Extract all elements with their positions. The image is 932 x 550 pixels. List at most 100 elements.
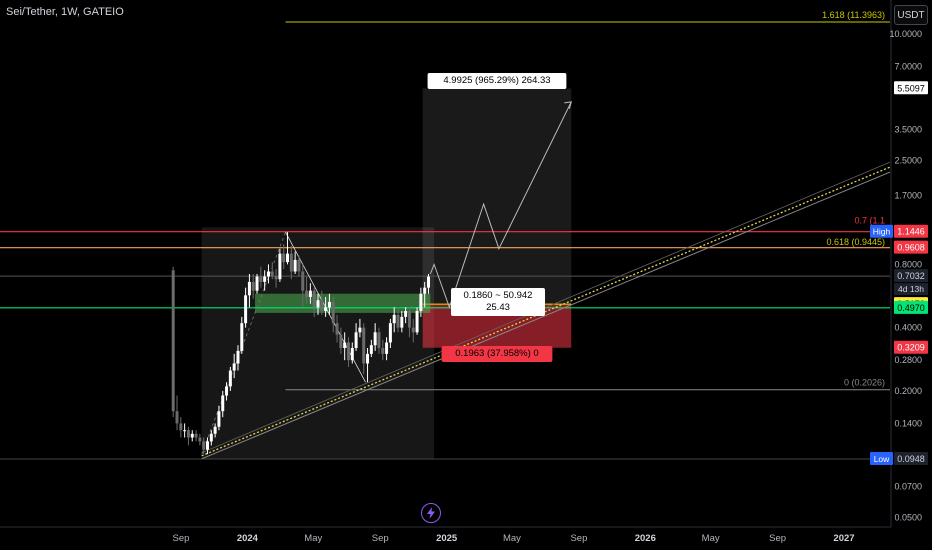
candle: [385, 337, 389, 361]
candle-body: [343, 342, 347, 348]
candle: [426, 273, 430, 294]
price-label: 0.9608: [894, 240, 928, 254]
candle-body: [209, 433, 213, 442]
candle: [423, 281, 427, 308]
candle: [171, 266, 175, 418]
candle-body: [419, 293, 423, 311]
price-label-text: 0.0948: [897, 454, 925, 464]
candle: [259, 266, 263, 288]
price-label-bg: [894, 224, 928, 238]
candle: [369, 339, 373, 357]
candle: [327, 293, 331, 315]
candle: [411, 318, 415, 343]
x-tick-label: Sep: [570, 533, 587, 544]
currency-badge[interactable]: USDT: [894, 5, 928, 25]
candle-body: [186, 430, 190, 438]
candle-body: [263, 276, 267, 282]
candle: [221, 390, 225, 418]
candle: [240, 316, 244, 354]
fib-label: 0.7 (1.1: [854, 215, 885, 225]
candle: [198, 433, 202, 446]
fib-label: 1.618 (11.3963): [822, 10, 885, 20]
price-label-text: 0.4970: [897, 303, 925, 313]
y-tick-label: 0.4000: [894, 323, 922, 333]
candle: [381, 339, 385, 361]
candle-body: [335, 323, 339, 335]
candle: [350, 342, 354, 364]
candle: [186, 426, 190, 446]
candle: [202, 437, 206, 455]
candle: [335, 314, 339, 343]
candle-body: [270, 271, 274, 277]
candle-body: [308, 290, 312, 297]
candle: [407, 307, 411, 338]
price-label-text: 0.3209: [897, 343, 925, 353]
candle: [236, 345, 240, 371]
candle-body: [400, 316, 404, 328]
ratio-label-text: 0.1860 ~ 50.942: [464, 290, 533, 301]
price-label: 0.0948 Low: [870, 452, 928, 466]
x-tick-label: May: [702, 533, 720, 544]
candle-body: [251, 281, 255, 291]
symbol-title: Sei/Tether, 1W, GATEIO: [6, 6, 124, 18]
stop-label: 0.1963 (37.958%) 0: [441, 346, 553, 362]
candle-body: [289, 253, 293, 272]
candle: [225, 382, 229, 401]
candle: [232, 353, 236, 379]
candle-body: [312, 290, 316, 308]
candle: [312, 287, 316, 317]
candle-body: [388, 323, 392, 343]
lightning-bolt-icon[interactable]: [421, 503, 441, 523]
x-tick-label: Sep: [372, 533, 389, 544]
candle: [194, 430, 198, 442]
candle-body: [350, 347, 354, 361]
candlestick-series: [171, 232, 430, 455]
candle-body: [175, 411, 179, 424]
candle: [392, 307, 396, 333]
candle: [247, 273, 251, 308]
candle: [415, 307, 419, 335]
price-label-sub-bg: [894, 283, 928, 296]
candle-body: [327, 301, 331, 308]
candle-body: [274, 276, 278, 280]
x-tick-label: May: [304, 533, 322, 544]
candle-body: [369, 345, 373, 354]
y-tick-label: 0.2000: [894, 386, 922, 396]
y-tick-label: 7.0000: [894, 61, 922, 71]
candle-body: [320, 300, 324, 311]
candle-body: [213, 426, 217, 434]
candle: [270, 262, 274, 280]
price-label-bg: [894, 240, 928, 254]
candle: [377, 327, 381, 354]
x-tick-label: May: [503, 533, 521, 544]
candle: [388, 318, 392, 348]
candle: [301, 264, 305, 308]
candle-body: [190, 433, 194, 438]
ratio-label-bg: [451, 288, 545, 316]
candle: [320, 290, 324, 315]
candle-body: [202, 441, 206, 450]
price-tag-bg: [870, 224, 893, 238]
stop-label-text: 0.1963 (37.958%) 0: [455, 348, 538, 359]
x-tick-label: Sep: [769, 533, 786, 544]
target-label-text: 4.9925 (965.29%) 264.33: [443, 75, 550, 86]
candle: [331, 296, 335, 333]
candle-body: [324, 307, 328, 311]
candle: [339, 327, 343, 354]
price-label-text: 0.9608: [897, 243, 925, 253]
candle-body: [293, 259, 297, 272]
candle-body: [346, 342, 350, 361]
fib-label: 0 (0.2026): [844, 378, 885, 388]
candle-body: [316, 300, 320, 308]
projection-path: [429, 101, 572, 309]
x-tick-label: 2024: [237, 533, 259, 544]
candle-body: [266, 271, 270, 277]
price-tag-text: Low: [874, 454, 890, 464]
price-label: 0.3209: [894, 340, 928, 354]
candle-body: [240, 323, 244, 351]
x-tick-label: 2026: [635, 533, 656, 544]
lower-trendline: [201, 171, 891, 460]
candle-body: [362, 327, 366, 364]
